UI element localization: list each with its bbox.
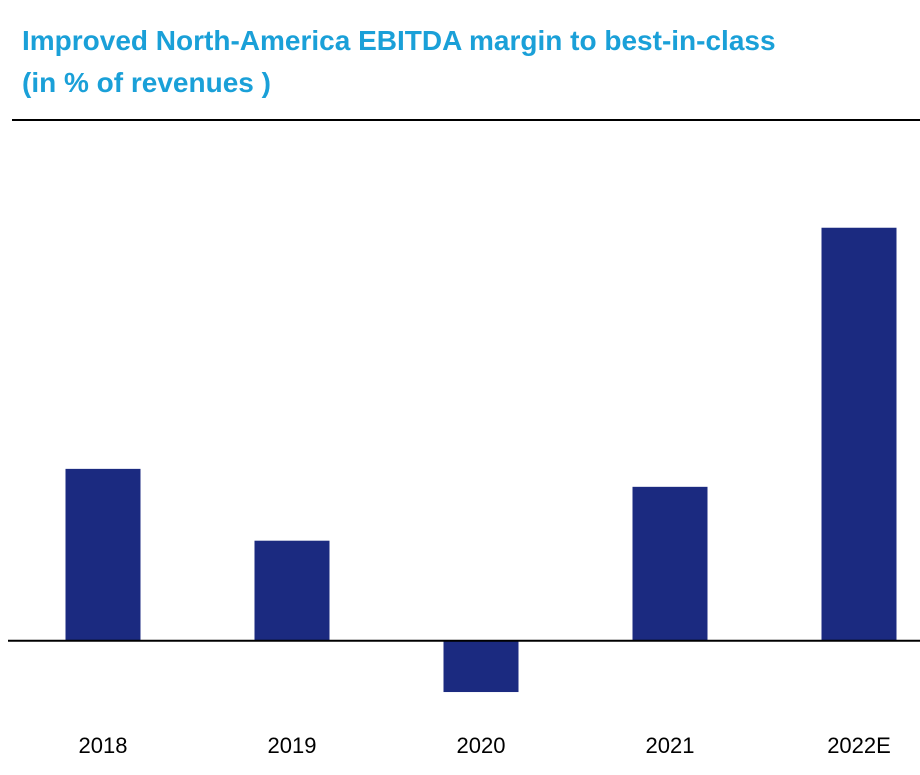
- x-tick-label-2019: 2019: [268, 733, 317, 758]
- category-labels-group: 2018 2019 2020 2021 2022E: [79, 733, 891, 758]
- bar-2022e: [821, 227, 897, 641]
- chart-title: Improved North-America EBITDA margin to …: [22, 20, 776, 104]
- x-tick-label-2022e: 2022E: [827, 733, 891, 758]
- x-tick-label-2020: 2020: [457, 733, 506, 758]
- bar-2018: [65, 468, 141, 641]
- bar-2019: [254, 540, 330, 641]
- x-tick-label-2018: 2018: [79, 733, 128, 758]
- bars-group: [65, 227, 897, 693]
- bar-2021: [632, 486, 708, 641]
- chart-title-line-1: Improved North-America EBITDA margin to …: [22, 25, 776, 56]
- title-divider: [12, 119, 920, 121]
- x-tick-label-2021: 2021: [646, 733, 695, 758]
- chart-title-line-2: (in % of revenues ): [22, 67, 271, 98]
- bar-2020: [443, 640, 519, 693]
